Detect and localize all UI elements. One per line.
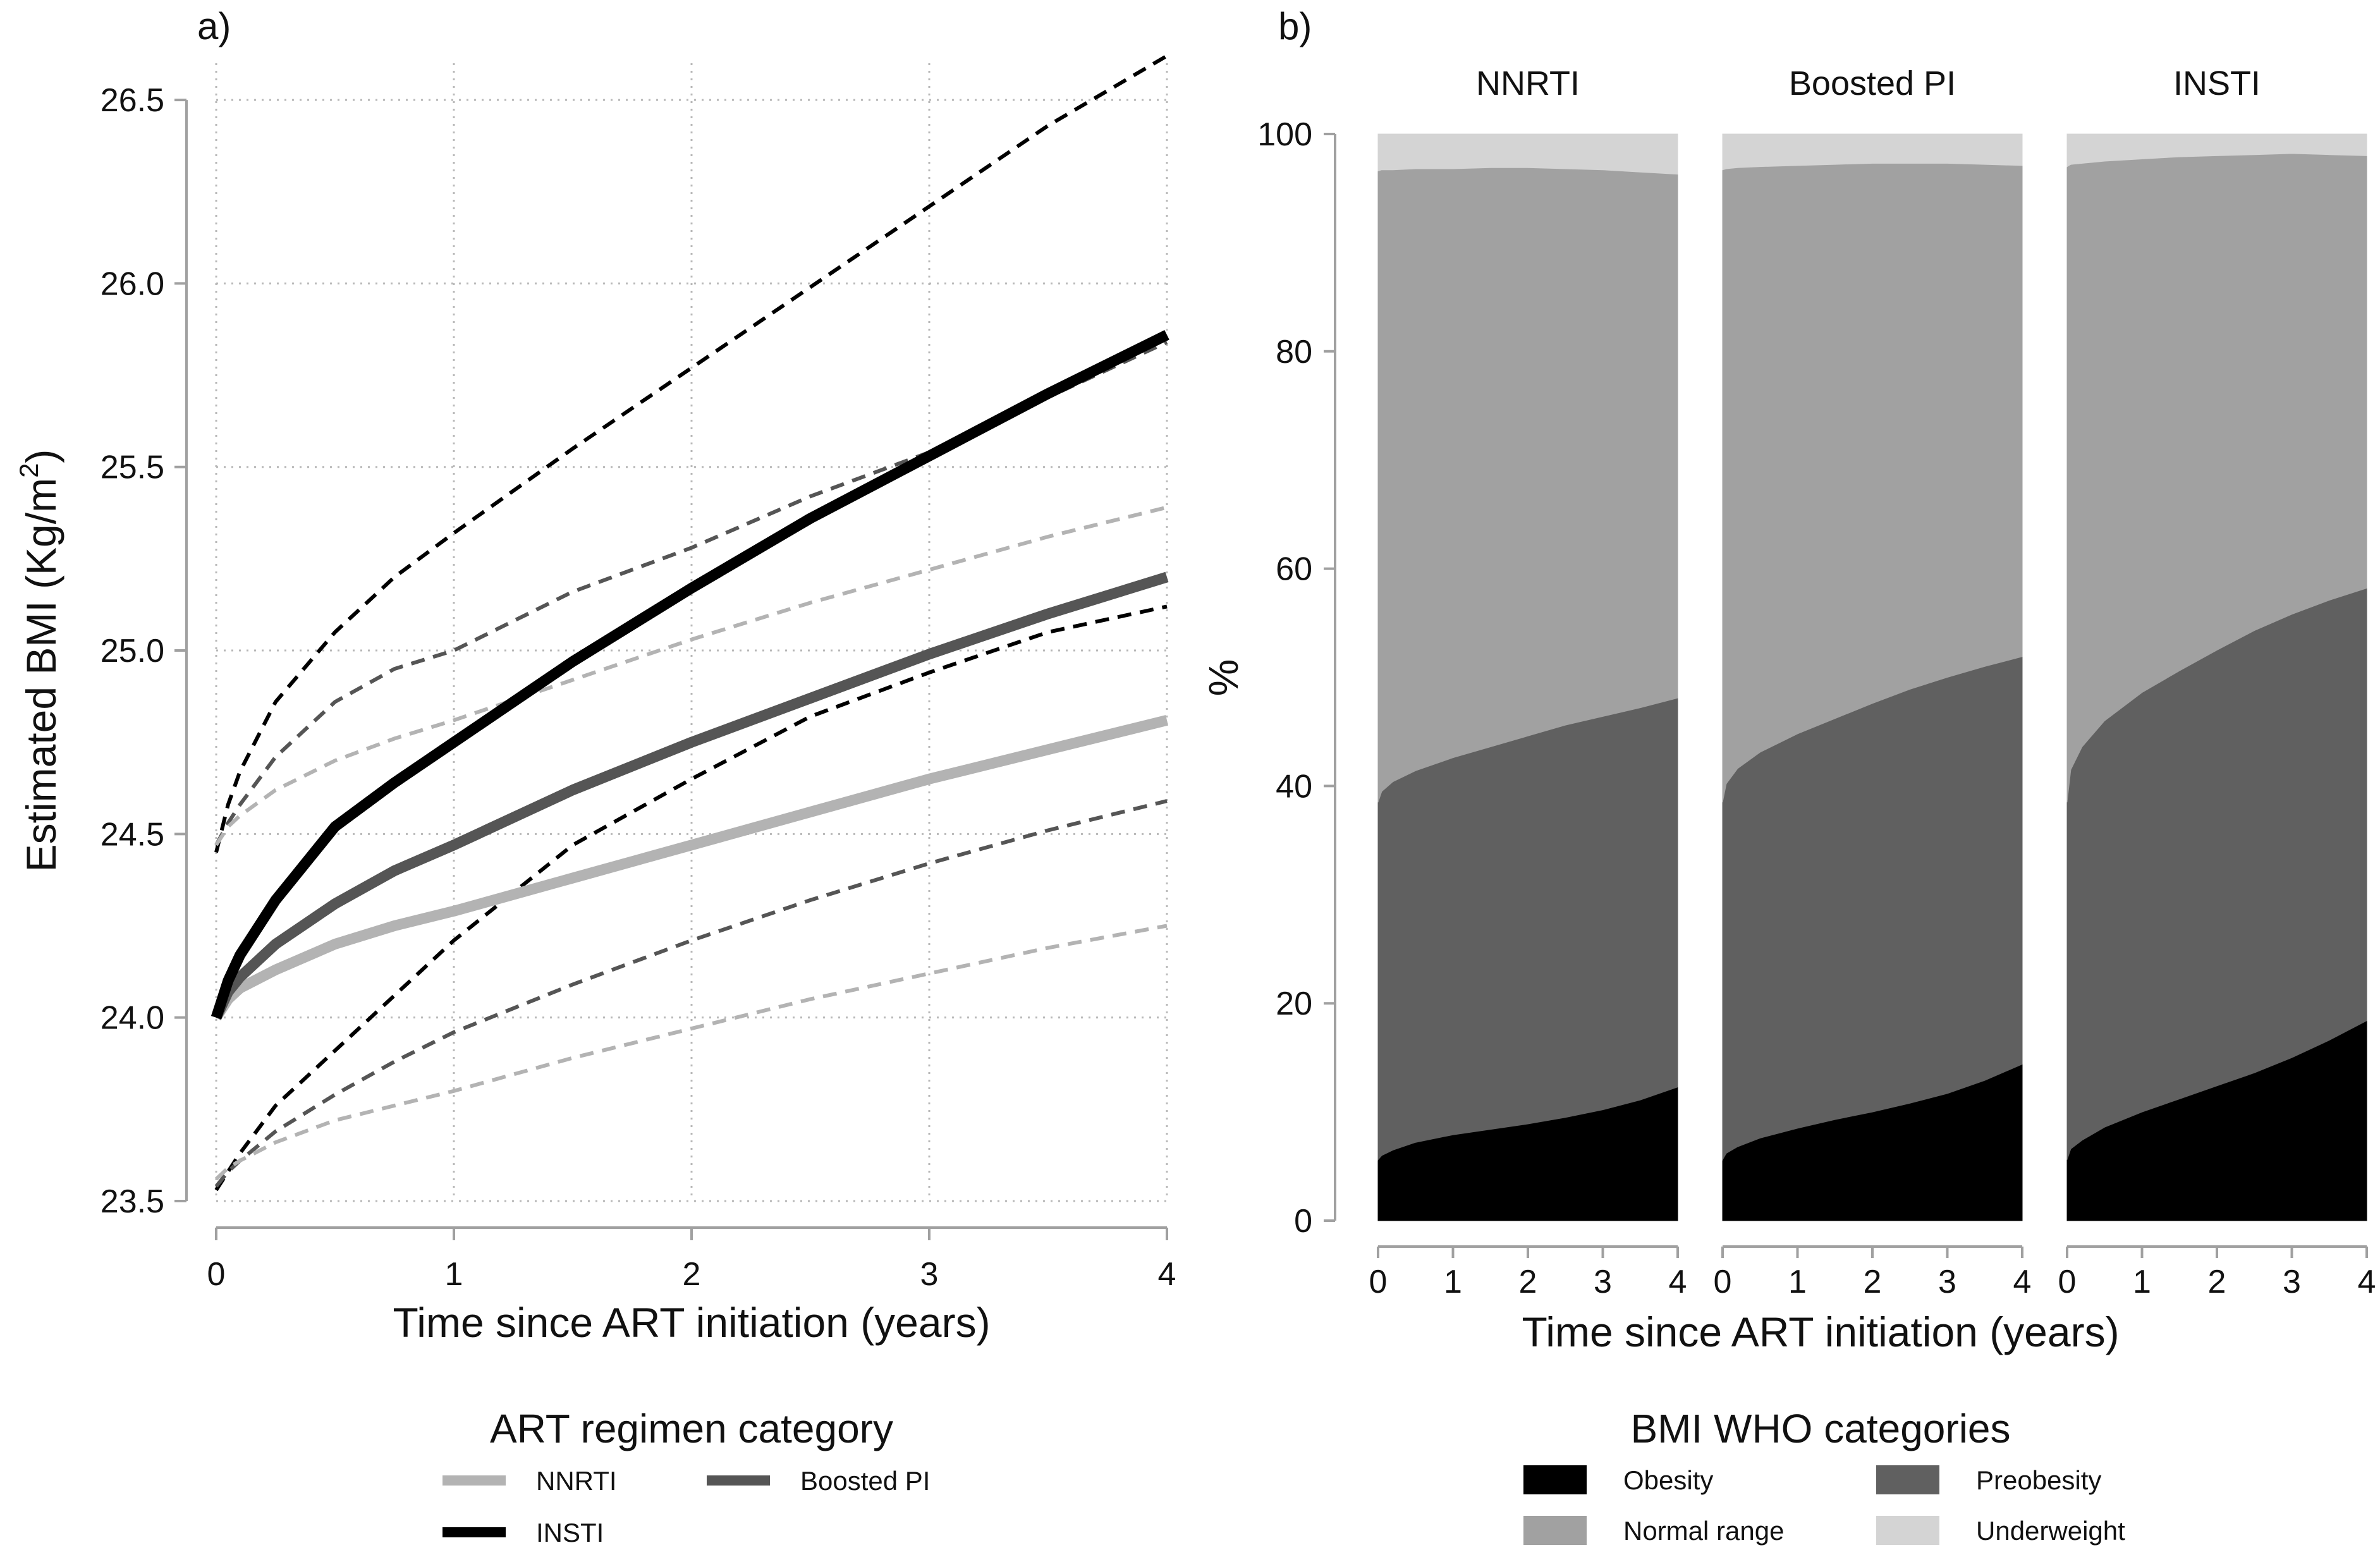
y-tick-label: 26.0: [101, 265, 164, 302]
legend-b-label-preobesity: Preobesity: [1976, 1465, 2101, 1495]
facet-strip-label: INSTI: [2173, 64, 2261, 102]
legend-b-items: Obesity Preobesity Normal range Underweight: [1523, 1465, 2125, 1546]
series-boosted-pi-estimate: [211, 571, 1169, 1020]
legend-a-label-boosted-pi: Boosted PI: [800, 1466, 930, 1496]
legend-art-regimen: ART regimen category NNRTI Boosted PI INST…: [442, 1406, 930, 1547]
y-tick-label: 25.5: [101, 449, 164, 486]
series-insti-estimate: [211, 330, 1169, 1020]
panel-b-axes: 0 20 40 60 80 100: [1257, 116, 1336, 1240]
y-tick-label: 26.5: [101, 82, 164, 119]
legend-a-label-nnrti: NNRTI: [536, 1466, 617, 1496]
b-y-tick-label: 80: [1276, 334, 1312, 370]
facet-x-tick-label: 3: [1938, 1264, 1956, 1300]
b-y-tick-label: 40: [1276, 768, 1312, 805]
legend-b-swatch-preobesity: [1876, 1465, 1939, 1494]
facet-strip-label: NNRTI: [1476, 64, 1580, 102]
x-tick-label: 3: [920, 1256, 939, 1293]
facet-insti: INSTI 0 1 2 3 4: [2058, 64, 2376, 1300]
b-y-tick-label: 0: [1294, 1203, 1312, 1240]
panel-a-x-axis-title: Time since ART initiation (years): [393, 1299, 990, 1346]
facet-strip-label: Boosted PI: [1789, 64, 1956, 102]
panel-a-series: [211, 54, 1169, 1192]
area-normal-range-nnrti: [1377, 167, 1678, 803]
facet-x-tick-label: 1: [2133, 1264, 2151, 1300]
facet-boosted-pi: Boosted PI 0 1 2 3 4: [1714, 64, 2032, 1300]
legend-b-label-obesity: Obesity: [1623, 1465, 1713, 1495]
panel-a-y-axis-title-superscript: 2: [14, 463, 44, 478]
series-boosted-pi-upper-ci: [214, 340, 1168, 846]
facet-x-tick-label: 2: [1864, 1264, 1882, 1300]
x-tick-label: 2: [683, 1256, 701, 1293]
legend-b-swatch-obesity: [1523, 1465, 1587, 1494]
panel-b-x-axis-title: Time since ART initiation (years): [1522, 1309, 2119, 1355]
facet-x-tick-label: 4: [2358, 1264, 2376, 1300]
legend-b-swatch-normal-range: [1523, 1516, 1587, 1545]
x-tick-label: 4: [1158, 1256, 1176, 1293]
area-underweight-nnrti: [1377, 133, 1678, 175]
y-tick-label: 25.0: [101, 633, 164, 669]
facet-x-tick-label: 0: [2058, 1264, 2077, 1300]
area-underweight-boosted-pi: [1722, 133, 2023, 171]
area-underweight-insti: [2066, 133, 2367, 168]
b-y-tick-label: 60: [1276, 551, 1312, 588]
panel-b-facets: NNRTI 0 1 2 3 4 Boosted PI 0 1 2 3 4 INSTI 0 1 2 3 4: [1369, 64, 2376, 1300]
legend-b-label-underweight: Underweight: [1976, 1516, 2125, 1546]
series-insti-upper-ci: [214, 54, 1168, 853]
facet-x-tick-label: 0: [1369, 1264, 1388, 1300]
legend-a-label-insti: INSTI: [536, 1518, 604, 1547]
x-tick-label: 1: [445, 1256, 463, 1293]
x-tick-label: 0: [207, 1256, 226, 1293]
legend-a-items: NNRTI Boosted PI INSTI: [442, 1466, 930, 1547]
legend-a-title: ART regimen category: [490, 1406, 893, 1451]
facet-x-tick-label: 1: [1788, 1264, 1807, 1300]
series-nnrti-lower-ci: [214, 924, 1168, 1181]
facet-x-tick-label: 2: [1519, 1264, 1537, 1300]
series-boosted-pi-lower-ci: [214, 799, 1168, 1188]
b-y-tick-label: 100: [1257, 116, 1312, 153]
panel-b-label: b): [1278, 5, 1312, 47]
b-y-tick-label: 20: [1276, 986, 1312, 1022]
panel-a-label: a): [197, 5, 231, 47]
panel-a-y-axis-title: Estimated BMI (Kg/m2): [14, 449, 64, 872]
legend-b-label-normal-range: Normal range: [1623, 1516, 1784, 1546]
panel-b-y-axis-title: %: [1200, 659, 1247, 697]
panel-a-y-axis-title-main: Estimated BMI (Kg/m: [18, 478, 64, 872]
facet-x-tick-label: 2: [2208, 1264, 2226, 1300]
facet-x-tick-label: 4: [1669, 1264, 1687, 1300]
facet-x-tick-label: 3: [2283, 1264, 2301, 1300]
legend-b-swatch-underweight: [1876, 1516, 1939, 1545]
panel-a-axes: 23.5 24.0 24.5 25.0 25.5 26.0 26.5 0 1 2 3 4: [101, 82, 1176, 1293]
y-tick-label: 24.5: [101, 816, 164, 853]
y-tick-label: 24.0: [101, 1000, 164, 1037]
series-nnrti-upper-ci: [214, 505, 1168, 846]
facet-nnrti: NNRTI 0 1 2 3 4: [1369, 64, 1687, 1300]
facet-x-tick-label: 0: [1714, 1264, 1732, 1300]
legend-bmi-who: BMI WHO categories Obesity Preobesity Norm…: [1523, 1406, 2125, 1546]
y-tick-label: 23.5: [101, 1183, 164, 1220]
series-insti-lower-ci: [214, 604, 1168, 1192]
facet-x-tick-label: 1: [1444, 1264, 1462, 1300]
facet-x-tick-label: 3: [1594, 1264, 1612, 1300]
facet-x-tick-label: 4: [2013, 1264, 2032, 1300]
series-nnrti-estimate: [211, 715, 1169, 1021]
panel-a-y-axis-title-suffix: ): [18, 449, 64, 463]
legend-b-title: BMI WHO categories: [1630, 1406, 2010, 1451]
panel-a-bmi-trajectories: a) 23.5 24.0 24.5 25.0 25.5 26.0 26.5 0 1 2 3 4 Tim…: [14, 5, 1176, 1346]
